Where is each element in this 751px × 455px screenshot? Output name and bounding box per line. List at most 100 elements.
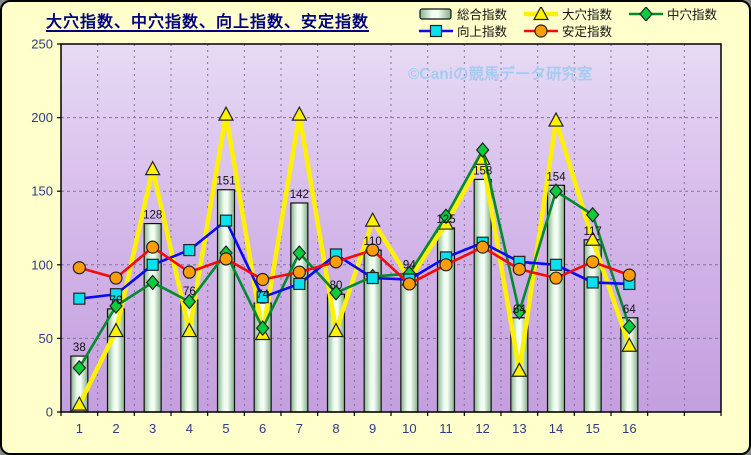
y-tick-label: 100 (31, 257, 53, 272)
y-tick-label: 150 (31, 184, 53, 199)
circle-marker (534, 23, 548, 38)
diamond-marker (255, 320, 270, 337)
bar-value-label: 158 (473, 165, 492, 177)
y-tick-label: 200 (31, 110, 53, 125)
diamond-marker (329, 284, 343, 301)
diamond-marker (292, 245, 307, 261)
diamond-marker (439, 208, 453, 225)
x-tick-label: 15 (585, 421, 599, 436)
diamond-marker (145, 274, 160, 291)
bar-value-label: 64 (623, 304, 636, 316)
bar-value-label: 142 (290, 189, 309, 201)
bar-value-label: 76 (183, 286, 196, 298)
bar-value-label: 38 (73, 342, 86, 354)
bar-value-label: 110 (363, 236, 381, 248)
bar-swatch-icon (419, 7, 453, 21)
diamond-marker (182, 293, 197, 310)
bar-value-label: 74 (256, 289, 269, 301)
bar-value-label: 154 (546, 171, 566, 183)
bar (180, 299, 199, 413)
triangle-marker (71, 395, 88, 411)
bar-value-label: 94 (403, 260, 416, 272)
legend-item-triangle: 大穴指数 (524, 4, 629, 23)
square-marker (366, 271, 379, 285)
bar (400, 273, 419, 413)
x-tick-label: 14 (549, 421, 563, 436)
y-tick-label: 250 (31, 37, 53, 52)
diamond-marker (72, 359, 87, 376)
x-tick-label: 4 (186, 421, 193, 436)
circle-marker (622, 268, 636, 282)
chart-title: 大穴指数、中穴指数、向上指数、安定指数 (46, 14, 370, 31)
legend-item-circle: 安定指数 (524, 21, 629, 40)
chart-legend: 総合指数 大穴指数 中穴指数向上指数 安定指数 (419, 4, 741, 39)
x-tick-label: 10 (402, 421, 416, 436)
triangle-marker (584, 231, 601, 246)
legend-row: 総合指数 大穴指数 中穴指数 (419, 4, 741, 23)
line-series (77, 112, 632, 407)
circle-marker (512, 262, 526, 276)
circle-marker (146, 240, 160, 254)
square-marker (293, 277, 306, 291)
triangle-marker-icon (524, 4, 558, 21)
triangle-marker (547, 111, 565, 127)
triangle-marker (217, 105, 235, 121)
line-series (78, 148, 631, 370)
x-tick-label: 16 (622, 421, 636, 436)
triangle-marker (532, 4, 550, 20)
diamond-marker (475, 142, 490, 158)
legend-label: 総合指数 (457, 8, 508, 22)
legend-item-diamond: 中穴指数 (629, 4, 734, 23)
x-tick-label: 9 (369, 421, 376, 436)
square-marker (219, 214, 233, 227)
diamond-marker (109, 298, 123, 314)
legend-label: 向上指数 (457, 25, 508, 39)
square-marker (586, 276, 599, 289)
diamond-marker (585, 206, 600, 223)
watermark: ©Caniの競馬データ研究室 (408, 64, 593, 83)
bar-value-label: 125 (436, 214, 455, 226)
circle-marker (366, 243, 380, 257)
x-tick-label: 11 (439, 421, 453, 436)
bar (473, 178, 492, 413)
diamond-marker (512, 303, 527, 320)
triangle-marker (107, 322, 125, 338)
x-tick-label: 1 (76, 421, 83, 436)
y-tick-label: 0 (46, 405, 53, 420)
diamond-marker-icon (629, 5, 663, 22)
bar-value-label: 80 (330, 280, 343, 292)
x-tick-label: 3 (149, 421, 156, 436)
circle-marker (439, 258, 453, 272)
legend-row: 向上指数 安定指数 (419, 22, 741, 39)
circle-marker (109, 271, 123, 285)
legend-label: 安定指数 (562, 25, 613, 39)
legend-label: 中穴指数 (667, 8, 718, 22)
triangle-marker (364, 211, 381, 227)
bar-value-label: 70 (110, 295, 123, 307)
line-series (78, 219, 631, 300)
circle-marker (476, 240, 490, 254)
circle-marker (219, 252, 233, 266)
line-series (78, 245, 631, 286)
square-marker (146, 258, 159, 271)
bar (546, 184, 566, 413)
legend-item-bar: 総合指数 (419, 4, 524, 23)
circle-marker (182, 265, 196, 279)
x-tick-label: 2 (112, 421, 119, 436)
bar-value-label: 151 (216, 176, 235, 188)
x-tick-label: 12 (475, 421, 489, 436)
diamond-marker (549, 183, 563, 200)
triangle-marker (144, 160, 161, 176)
triangle-marker (291, 105, 308, 121)
square-marker (73, 292, 86, 305)
x-tick-label: 7 (296, 421, 303, 436)
legend-label: 大穴指数 (562, 8, 613, 22)
x-tick-label: 5 (222, 421, 229, 436)
circle-marker-icon (524, 23, 558, 38)
x-tick-label: 13 (512, 421, 526, 436)
bar-value-label: 64 (513, 304, 526, 316)
x-tick-label: 8 (332, 421, 339, 436)
x-tick-label: 6 (259, 421, 266, 436)
circle-marker (329, 255, 343, 269)
